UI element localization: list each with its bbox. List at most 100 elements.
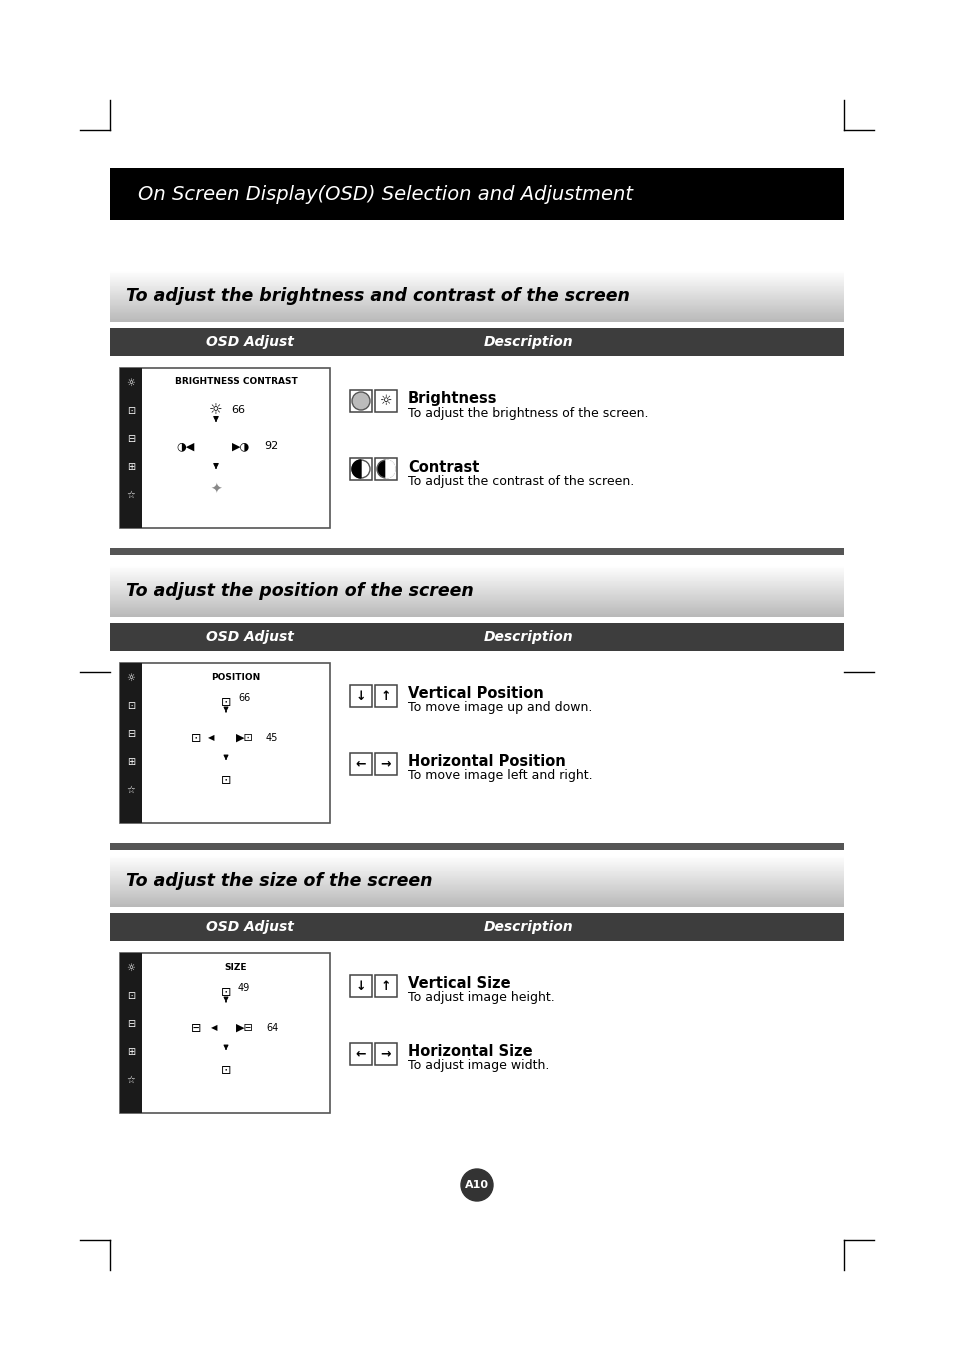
Circle shape [376,459,395,478]
Text: 92: 92 [264,440,278,451]
Text: ◑◀: ◑◀ [176,440,195,451]
Text: ◀: ◀ [211,1024,217,1032]
Text: ⊡: ⊡ [191,731,201,744]
Text: ⊟: ⊟ [127,1019,135,1029]
Text: Description: Description [483,630,573,644]
Text: ←: ← [355,1047,366,1061]
Text: ⊞: ⊞ [127,757,135,767]
Text: ↑: ↑ [380,689,391,703]
Bar [375,685,396,707]
Bar [110,328,843,357]
Text: ⊡: ⊡ [220,986,231,1000]
Text: ⊡: ⊡ [220,774,231,788]
Bar [375,1043,396,1065]
Text: To adjust the brightness and contrast of the screen: To adjust the brightness and contrast of… [126,286,629,305]
Bar [350,975,372,997]
Text: To move image left and right.: To move image left and right. [408,770,592,782]
Text: 66: 66 [231,405,245,415]
Text: Brightness: Brightness [408,392,497,407]
Text: ⊟: ⊟ [127,730,135,739]
Bar [120,367,330,528]
Text: →: → [380,1047,391,1061]
Text: OSD Adjust: OSD Adjust [205,920,294,934]
Text: 49: 49 [237,984,250,993]
Text: Horizontal Position: Horizontal Position [408,754,565,770]
Polygon shape [352,459,360,478]
Text: ↑: ↑ [380,979,391,993]
Bar [110,843,843,850]
Bar [350,458,372,480]
Text: ▶⊟: ▶⊟ [235,1023,253,1034]
Bar [350,685,372,707]
Text: BRIGHTNESS CONTRAST: BRIGHTNESS CONTRAST [174,377,297,386]
Text: ⊡: ⊡ [127,701,135,711]
Bar [350,390,372,412]
Text: ☼: ☼ [127,673,135,684]
Bar [375,458,396,480]
Text: OSD Adjust: OSD Adjust [205,630,294,644]
Bar [110,623,843,651]
Text: To adjust the size of the screen: To adjust the size of the screen [126,871,432,890]
Bar [120,663,330,823]
Text: ⊞: ⊞ [127,1047,135,1056]
Bar [350,1043,372,1065]
Text: ▶◑: ▶◑ [232,440,250,451]
Text: Description: Description [483,335,573,349]
Text: ⊞: ⊞ [127,462,135,471]
Text: ⊡: ⊡ [220,697,231,709]
Bar [120,367,142,528]
Text: Contrast: Contrast [408,459,478,474]
Text: ⊡: ⊡ [127,992,135,1001]
Text: 64: 64 [266,1023,278,1034]
Text: ☼: ☼ [127,963,135,973]
Text: ⊡: ⊡ [127,407,135,416]
Text: ◀: ◀ [208,734,214,743]
Text: ↓: ↓ [355,979,366,993]
Bar [110,168,843,220]
Circle shape [460,1169,493,1201]
Text: ▶⊡: ▶⊡ [235,734,253,743]
Text: ☆: ☆ [127,1075,135,1085]
Text: 45: 45 [266,734,278,743]
Bar [375,390,396,412]
Bar [110,913,843,942]
Text: ↓: ↓ [355,689,366,703]
Text: Description: Description [483,920,573,934]
Text: To adjust image width.: To adjust image width. [408,1059,549,1073]
Bar [120,663,142,823]
Text: ←: ← [355,758,366,770]
Text: To adjust the position of the screen: To adjust the position of the screen [126,582,474,600]
Bar [375,975,396,997]
Text: To adjust image height.: To adjust image height. [408,992,554,1005]
Bar [375,753,396,775]
Circle shape [352,392,370,409]
Bar [120,952,330,1113]
Polygon shape [386,459,395,478]
Text: ☆: ☆ [127,785,135,794]
Text: ⊡: ⊡ [220,1065,231,1078]
Text: ⊟: ⊟ [191,1021,201,1035]
Text: To adjust the brightness of the screen.: To adjust the brightness of the screen. [408,407,648,420]
Text: To adjust the contrast of the screen.: To adjust the contrast of the screen. [408,474,634,488]
Text: Horizontal Size: Horizontal Size [408,1044,532,1059]
Bar [110,549,843,555]
Bar [120,952,142,1113]
Text: ☼: ☼ [209,403,223,417]
Text: ☼: ☼ [379,394,392,408]
Text: A10: A10 [464,1179,489,1190]
Circle shape [352,459,370,478]
Bar [350,753,372,775]
Text: ☆: ☆ [127,490,135,500]
Text: On Screen Display(OSD) Selection and Adjustment: On Screen Display(OSD) Selection and Adj… [138,185,633,204]
Text: Vertical Position: Vertical Position [408,686,543,701]
Text: To move image up and down.: To move image up and down. [408,701,592,715]
Text: 66: 66 [237,693,250,703]
Text: SIZE: SIZE [225,962,247,971]
Text: OSD Adjust: OSD Adjust [205,335,294,349]
Text: →: → [380,758,391,770]
Text: POSITION: POSITION [212,673,260,681]
Text: ✦: ✦ [210,484,222,497]
Text: ⊟: ⊟ [127,434,135,444]
Text: Vertical Size: Vertical Size [408,977,510,992]
Text: ☼: ☼ [127,378,135,388]
